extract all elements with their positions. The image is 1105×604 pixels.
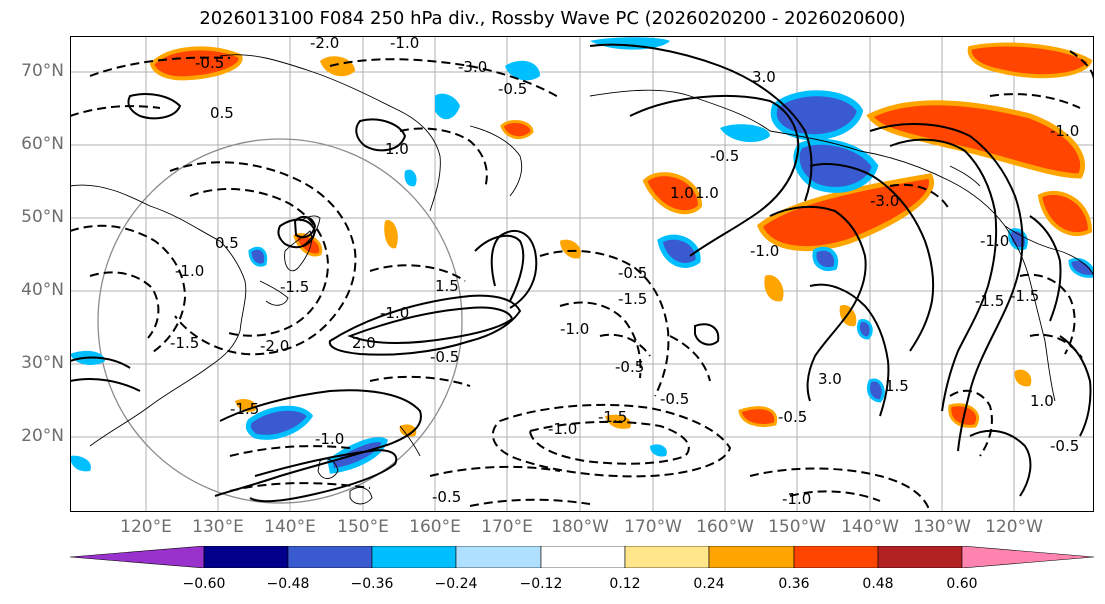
contour-label: 0.5 [215,234,239,252]
contour-label: -0.5 [498,80,527,98]
contour-label: -0.5 [660,390,689,408]
colorbar-tick: 0.60 [946,576,978,592]
contour-label: 1.5 [885,377,909,395]
colorbar-segment [287,546,373,568]
contour-label: -0.5 [615,358,644,376]
contour-label: -1.5 [598,408,627,426]
colorbar-segment [961,546,1094,568]
solid-contours [70,43,1092,503]
contour-label: -1.0 [750,242,779,260]
contour-label: -1.0 [175,262,204,280]
map-panel: -0.5 -2.0 -1.0 0.5 -3.0 3.0 -0.5 1.0 1.0… [70,36,1094,512]
lon-label-160w: 160°W [696,517,754,537]
lat-label-50n: 50°N [21,207,64,227]
colorbar-tick: −0.60 [182,576,226,592]
lon-label-120e: 120°E [120,517,172,537]
contour-label: -1.0 [1050,122,1079,140]
dashed-contours [70,50,1094,512]
colorbar-segment [455,546,542,568]
contour-label: 1.0 [695,184,719,202]
contour-label: -2.0 [260,337,289,355]
shaded-positive-patches [149,42,1093,437]
lon-label-120w: 120°W [985,517,1043,537]
lat-label-20n: 20°N [21,426,64,446]
colorbar-tick: −0.48 [266,576,310,592]
contour-label: -3.0 [870,192,899,210]
contour-label: 3.0 [752,68,776,86]
contour-label: -2.0 [310,36,339,52]
region-circle [97,138,463,504]
lon-label-180w: 180°W [551,517,609,537]
contour-label: -1.0 [390,36,419,52]
colorbar [70,546,1094,568]
contour-label: -0.5 [618,264,647,282]
lon-label-170e: 170°E [481,517,533,537]
colorbar-tick: 0.36 [778,576,810,592]
contour-label: 0.5 [210,104,234,122]
lat-label-60n: 60°N [21,134,64,154]
contour-label: -0.5 [432,488,461,506]
contour-label: 2.0 [352,334,376,352]
colorbar-segment [793,546,879,568]
colorbar-segment [877,546,963,568]
figure-title: 2026013100 F084 250 hPa div., Rossby Wav… [199,8,906,29]
contour-label: -1.0 [548,420,577,438]
shaded-negative-patches [70,37,1094,474]
colorbar-segment [540,546,626,568]
contour-labels: -0.5 -2.0 -1.0 0.5 -3.0 3.0 -0.5 1.0 1.0… [170,36,1079,508]
contour-label: -0.5 [430,348,459,366]
contour-label: -1.5 [280,278,309,296]
colorbar-segment [371,546,457,568]
contour-label: -1.5 [170,334,199,352]
contour-label: -1.0 [380,304,409,322]
colorbar-segment [624,546,710,568]
lat-label-30n: 30°N [21,353,64,373]
contour-label: -1.5 [1010,287,1039,305]
contour-label: -1.0 [315,430,344,448]
lon-label-130e: 130°E [192,517,244,537]
lon-label-150w: 150°W [768,517,826,537]
lat-label-40n: 40°N [21,280,64,300]
lon-label-160e: 160°E [409,517,461,537]
lon-label-130w: 130°W [913,517,971,537]
contour-label: -1.5 [618,290,647,308]
contour-label: -1.0 [560,320,589,338]
contour-label: 3.0 [818,370,842,388]
colorbar-segment [203,546,289,568]
contour-label: -1.0 [980,232,1009,250]
lon-label-140e: 140°E [264,517,316,537]
contour-label: -0.5 [195,54,224,72]
contour-label: -1.0 [782,490,811,508]
lon-label-140w: 140°W [841,517,899,537]
colorbar-tick: 0.12 [609,576,641,592]
contour-label: -0.5 [710,147,739,165]
contour-label: -3.0 [458,58,487,76]
contour-label: -1.5 [975,292,1004,310]
lon-label-150e: 150°E [337,517,389,537]
lon-label-170w: 170°W [624,517,682,537]
colorbar-segment [708,546,795,568]
contour-label: 1.5 [435,277,459,295]
contour-label: -0.5 [778,408,807,426]
colorbar-segment [70,546,205,568]
contour-label: 1.0 [385,140,409,158]
contour-label: 1.0 [670,184,694,202]
contour-label: 1.0 [1030,392,1054,410]
colorbar-tick: −0.12 [519,576,563,592]
contour-label: -1.5 [230,400,259,418]
coastlines [70,54,1094,505]
lat-label-70n: 70°N [21,61,64,81]
contour-label: -0.5 [1050,437,1079,455]
colorbar-tick: −0.36 [350,576,394,592]
graticule [70,36,1094,512]
colorbar-tick: 0.48 [862,576,894,592]
map-frame [70,36,1094,512]
colorbar-tick: 0.24 [693,576,725,592]
colorbar-tick: −0.24 [434,576,478,592]
